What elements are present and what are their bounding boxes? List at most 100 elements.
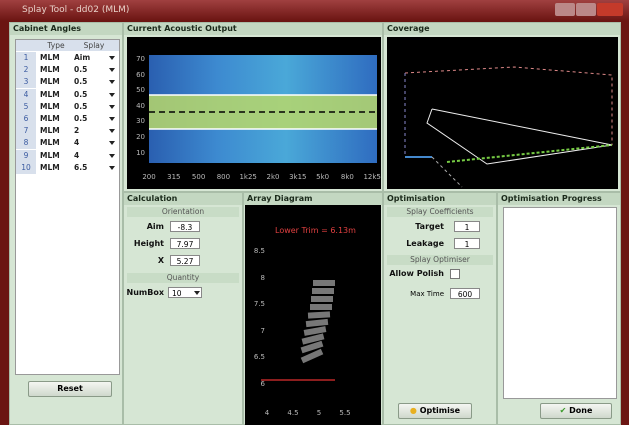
splay-value[interactable]: 2: [74, 126, 80, 136]
done-button[interactable]: ✔ Done: [540, 403, 612, 419]
y-tick-label: 7: [260, 326, 265, 335]
cabinet: [300, 340, 324, 354]
cabinet-table: Type Splay 1 MLM Aim 2 MLM 0.5 3 MLM 0.5 4 MLM 0.5 5 ML…: [15, 39, 120, 375]
minimize-button[interactable]: [555, 3, 575, 16]
field-label: Max Time: [410, 290, 444, 298]
dropdown-arrow: [109, 92, 115, 97]
title-bar: [0, 0, 629, 21]
panel-header: Optimisation Progress: [498, 193, 620, 205]
cabinet-type[interactable]: MLM: [40, 89, 60, 99]
field-input[interactable]: -8.3: [170, 221, 200, 232]
row-number: 9: [16, 149, 36, 162]
section-header: Splay Coefficients: [387, 207, 493, 217]
cabinet: [305, 318, 329, 328]
section-header: Splay Optimiser: [387, 255, 493, 265]
splay-value[interactable]: 0.5: [74, 77, 88, 87]
cabinet-type[interactable]: MLM: [40, 150, 60, 160]
x-tick-label: 5: [316, 409, 322, 417]
x-tick-label: 8k0: [340, 173, 354, 181]
cabinet: [307, 311, 331, 319]
array-plot: Lower Trim = 6.13m 8.5 8 7.5 7 6.5 6 4 4.5 5 5.5: [245, 205, 381, 425]
x-tick-label: 4: [264, 409, 270, 417]
splay-value[interactable]: 0.5: [74, 65, 88, 75]
icon: ✔: [559, 406, 567, 415]
cabinet-type[interactable]: MLM: [40, 53, 60, 62]
row-number: 3: [16, 76, 36, 89]
field-label: Aim: [146, 222, 164, 231]
close-button[interactable]: [597, 3, 623, 16]
button-label: Optimise: [419, 406, 461, 415]
row-number: 8: [16, 137, 36, 150]
cabinet-type[interactable]: MLM: [40, 65, 60, 75]
dropdown-arrow: [109, 153, 115, 158]
progress-log: [503, 207, 617, 399]
room-outline: [431, 156, 463, 188]
cabinets: [300, 280, 335, 364]
x-tick-label: 12k5: [363, 173, 381, 181]
y-tick-label: 7.5: [253, 300, 265, 309]
cabinet-panel: Cabinet Angles Type Splay 1 MLM Aim 2 MLM 0.5 3 M…: [9, 22, 123, 425]
array-panel: Array Diagram Lower Trim = 6.13m 8: [243, 192, 383, 425]
polish-checkbox[interactable]: [450, 269, 460, 279]
field-label: NumBox: [126, 288, 164, 297]
row-number: 10: [16, 161, 36, 174]
dropdown-arrow: [109, 104, 115, 109]
x-tick-label: 1k25: [239, 173, 257, 181]
cabinet-type[interactable]: MLM: [40, 162, 60, 172]
x-tick-label: 500: [191, 173, 206, 181]
splay-value[interactable]: 0.5: [74, 114, 88, 123]
optimise-button[interactable]: ● Optimise: [398, 403, 472, 419]
max-time-input[interactable]: 600: [450, 288, 480, 299]
y-tick-label: 20: [136, 133, 145, 141]
field-input[interactable]: 7.97: [170, 238, 200, 249]
dropdown-arrow: [109, 141, 115, 146]
dropdown-arrow: [194, 291, 200, 295]
y-tick-label: 6: [260, 380, 265, 388]
splay-value[interactable]: 0.5: [74, 101, 88, 111]
cabinet: [313, 280, 335, 286]
cabinet: [303, 326, 327, 336]
column-header: Splay: [83, 41, 105, 50]
field-input[interactable]: 1: [454, 238, 480, 249]
x-tick-label: 4.5: [287, 409, 299, 417]
progress-panel: Optimisation Progress ✔ Done: [497, 192, 621, 425]
splay-value[interactable]: 6.5: [74, 162, 88, 172]
y-tick-label: 40: [136, 101, 145, 110]
row-number: 1: [16, 52, 36, 64]
panel-header: Array Diagram: [244, 193, 382, 205]
x-tick-label: 5.5: [339, 409, 351, 417]
y-tick-label: 6.5: [253, 353, 265, 362]
x-tick-label: 800: [216, 173, 231, 181]
splay-value[interactable]: 0.5: [74, 89, 88, 99]
splay-value[interactable]: Aim: [74, 53, 91, 62]
reset-button[interactable]: Reset: [28, 381, 112, 397]
room-outline: [404, 66, 613, 145]
panel-header: Cabinet Angles: [10, 23, 122, 35]
coverage-drawing: [404, 66, 613, 188]
acoustic-plot: 70 60 50 40 30 20 10 200 315 500 800 1k25 2k0 3k15 5k0…: [127, 37, 381, 189]
field-input[interactable]: 1: [454, 221, 480, 232]
y-tick-label: 70: [136, 55, 145, 63]
maximize-button[interactable]: [576, 3, 596, 16]
dropdown-arrow: [109, 165, 115, 170]
splay-value[interactable]: 4: [74, 150, 80, 160]
cabinet-type[interactable]: MLM: [40, 126, 60, 136]
y-tick-label: 60: [136, 70, 145, 79]
coverage-plot: [387, 37, 618, 189]
cabinet-type[interactable]: MLM: [40, 138, 60, 148]
dropdown-arrow: [109, 117, 115, 121]
cabinet: [300, 348, 324, 364]
field-label: Leakage: [406, 239, 444, 248]
column-header: Type: [47, 41, 65, 50]
field-label: Height: [133, 239, 164, 248]
field-input[interactable]: 5.27: [170, 255, 200, 266]
numbox-select[interactable]: 10: [168, 287, 202, 298]
cabinet-type[interactable]: MLM: [40, 114, 60, 123]
optimisation-panel: Optimisation Splay Coefficients Splay Op…: [383, 192, 497, 425]
section-header: Orientation: [127, 207, 239, 217]
y-tick-label: 10: [136, 148, 145, 157]
splay-value[interactable]: 4: [74, 138, 80, 148]
cabinet-type[interactable]: MLM: [40, 101, 60, 111]
cabinet-type[interactable]: MLM: [40, 77, 60, 87]
